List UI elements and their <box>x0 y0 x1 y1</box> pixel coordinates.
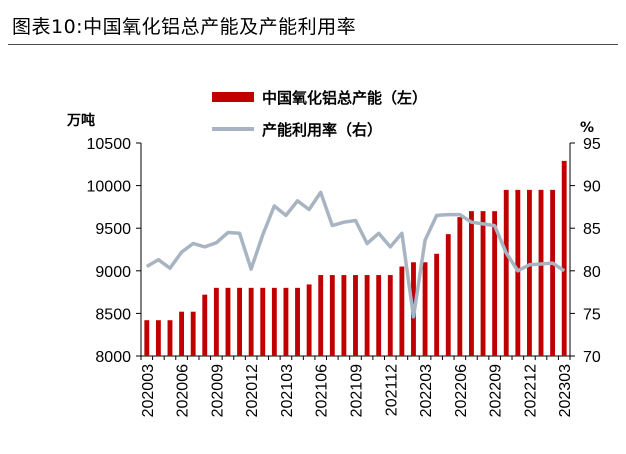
capacity-bar <box>480 211 486 356</box>
right-tick-label: 75 <box>583 306 601 323</box>
capacity-bar <box>306 284 312 356</box>
capacity-bar <box>561 160 567 356</box>
capacity-bar <box>190 311 196 356</box>
capacity-bar <box>225 287 231 356</box>
right-tick-label: 80 <box>583 264 601 281</box>
capacity-bar <box>167 320 173 356</box>
right-axis-ticks: 70 75 80 85 90 95 <box>570 136 601 366</box>
capacity-bar <box>550 189 556 356</box>
right-tick-label: 90 <box>583 179 601 196</box>
capacity-bar <box>237 287 242 356</box>
x-tick-label: 202209 <box>488 364 505 417</box>
left-axis-ticks: 8000 8500 9000 9500 10000 10500 <box>87 136 141 366</box>
x-axis-ticks: 202003 202006 202009 202012 202103 202106 2021… <box>140 356 574 417</box>
capacity-bar <box>387 275 393 356</box>
capacity-bar <box>155 320 161 356</box>
capacity-bar <box>213 287 219 356</box>
title-underline <box>8 44 618 45</box>
legend: 中国氧化铝总产能（左） 产能利用率（右） <box>212 89 427 139</box>
capacity-bar <box>318 275 324 356</box>
capacity-bar <box>283 287 289 356</box>
capacity-bar <box>434 253 440 356</box>
x-tick-label: 202106 <box>314 364 331 417</box>
capacity-bar <box>515 189 521 356</box>
x-tick-label: 202212 <box>522 364 539 417</box>
figure-title: 图表10:中国氧化铝总产能及产能利用率 <box>12 16 357 38</box>
left-tick-label: 10500 <box>87 136 132 153</box>
right-axis-unit: % <box>580 120 594 136</box>
utilization-line <box>145 190 566 319</box>
capacity-bar <box>341 275 347 356</box>
capacity-bar <box>422 262 428 356</box>
x-tick-label: 202103 <box>279 364 296 417</box>
capacity-bar <box>457 217 463 356</box>
capacity-bar <box>538 189 544 356</box>
right-tick-label: 70 <box>583 349 601 366</box>
x-tick-label: 202012 <box>244 364 261 417</box>
legend-bar-swatch <box>212 92 254 102</box>
x-tick-label: 202203 <box>418 364 435 417</box>
capacity-bar <box>353 275 358 356</box>
x-tick-label: 202006 <box>175 364 192 417</box>
x-tick-label: 202303 <box>557 364 574 417</box>
capacity-bar <box>399 266 405 356</box>
capacity-bar <box>329 275 335 356</box>
x-tick-label: 202112 <box>383 364 400 416</box>
left-axis-unit: 万吨 <box>66 112 95 129</box>
capacity-bar <box>144 320 150 356</box>
capacity-bar <box>260 287 266 356</box>
left-tick-label: 10000 <box>87 179 132 196</box>
right-tick-label: 85 <box>583 221 601 238</box>
x-tick-label: 202009 <box>209 364 226 417</box>
left-tick-label: 8500 <box>95 306 131 323</box>
x-tick-label: 202206 <box>453 364 470 417</box>
capacity-bar <box>376 275 382 356</box>
x-tick-label: 202003 <box>140 364 157 417</box>
capacity-bar <box>295 287 300 356</box>
right-tick-label: 95 <box>583 136 601 153</box>
capacity-bar <box>492 211 498 356</box>
legend-bar-label: 中国氧化铝总产能（左） <box>262 89 427 107</box>
capacity-bar <box>179 311 185 356</box>
x-tick-label: 202109 <box>349 364 366 417</box>
left-tick-label: 8000 <box>95 349 131 366</box>
utilization-line-layer <box>145 190 566 319</box>
capacity-bar <box>364 275 370 356</box>
capacity-bars <box>144 160 567 356</box>
left-tick-label: 9000 <box>95 264 131 281</box>
left-tick-label: 9500 <box>95 221 131 238</box>
capacity-bar <box>469 211 474 356</box>
capacity-bar <box>271 287 277 356</box>
capacity-bar <box>202 294 208 356</box>
capacity-bar <box>503 189 509 356</box>
capacity-bar <box>445 234 451 356</box>
capacity-bar <box>526 189 532 356</box>
legend-line-label: 产能利用率（右） <box>262 121 382 139</box>
capacity-bar <box>248 287 254 356</box>
